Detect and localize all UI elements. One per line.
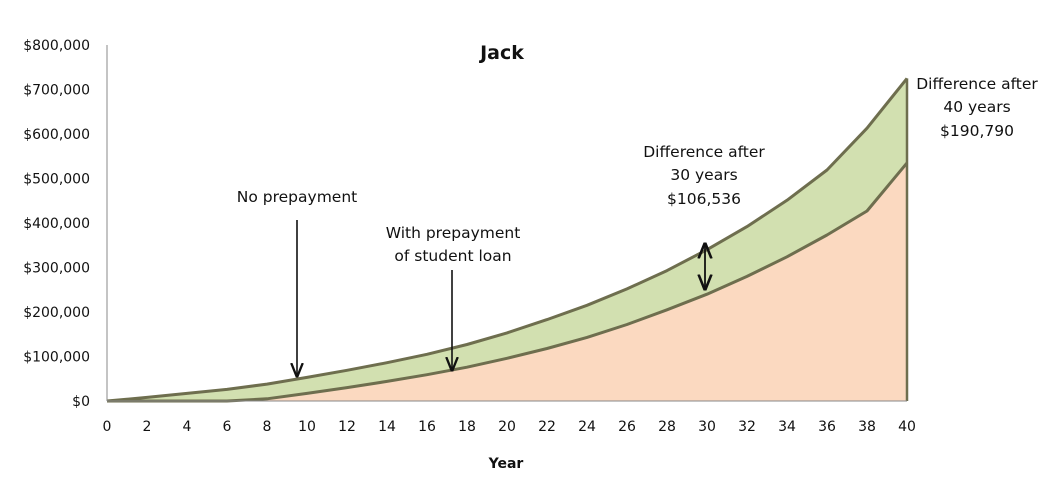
x-tick-label: 2 bbox=[143, 419, 152, 435]
chart-title: Jack bbox=[478, 42, 524, 64]
x-tick-label: 32 bbox=[738, 419, 756, 435]
y-tick-label: $300,000 bbox=[23, 261, 90, 277]
x-axis-label: Year bbox=[488, 456, 524, 472]
annotation-difference-30-years: Difference after 30 years $106,536 bbox=[643, 143, 765, 289]
x-tick-labels: 0 2 4 6 8 10 12 14 16 18 20 22 24 26 28 30 32 34 36 38 40 bbox=[103, 419, 916, 435]
annotation-diff30-line1: Difference after bbox=[643, 143, 765, 161]
x-tick-label: 12 bbox=[338, 419, 356, 435]
y-tick-label: $400,000 bbox=[23, 216, 90, 232]
plot-areas bbox=[106, 77, 909, 403]
y-tick-label: $500,000 bbox=[23, 172, 90, 188]
y-tick-labels: $0 $100,000 $200,000 $300,000 $400,000 $500,0… bbox=[23, 38, 90, 410]
x-tick-label: 26 bbox=[618, 419, 636, 435]
x-tick-label: 36 bbox=[818, 419, 836, 435]
y-tick-label: $800,000 bbox=[23, 38, 90, 54]
x-tick-label: 14 bbox=[378, 419, 396, 435]
annotation-no-prepayment-text: No prepayment bbox=[237, 188, 357, 206]
annotation-with-prepayment-line2: of student loan bbox=[394, 247, 511, 265]
y-tick-label: $0 bbox=[72, 394, 90, 410]
annotation-diff40-line1: Difference after bbox=[916, 75, 1038, 93]
annotation-no-prepayment: No prepayment bbox=[237, 188, 357, 376]
y-tick-label: $600,000 bbox=[23, 127, 90, 143]
x-tick-label: 24 bbox=[578, 419, 596, 435]
annotation-with-prepayment: With prepayment of student loan bbox=[386, 224, 521, 370]
x-tick-label: 30 bbox=[698, 419, 716, 435]
annotation-diff30-line3: $106,536 bbox=[667, 190, 741, 208]
x-tick-label: 28 bbox=[658, 419, 676, 435]
series-2-area bbox=[107, 162, 907, 401]
axes bbox=[106, 45, 907, 402]
annotation-diff40-line3: $190,790 bbox=[940, 122, 1014, 140]
y-tick-label: $200,000 bbox=[23, 305, 90, 321]
annotation-difference-40-years: Difference after 40 years $190,790 bbox=[916, 75, 1038, 140]
x-tick-label: 0 bbox=[103, 419, 112, 435]
x-tick-label: 18 bbox=[458, 419, 476, 435]
annotation-diff30-line2: 30 years bbox=[670, 166, 737, 184]
x-tick-label: 6 bbox=[223, 419, 232, 435]
y-tick-label: $100,000 bbox=[23, 350, 90, 366]
series-2-line bbox=[107, 161, 909, 403]
x-tick-label: 10 bbox=[298, 419, 316, 435]
x-tick-label: 16 bbox=[418, 419, 436, 435]
x-tick-label: 22 bbox=[538, 419, 556, 435]
annotation-diff40-line2: 40 years bbox=[943, 98, 1010, 116]
x-tick-label: 40 bbox=[898, 419, 916, 435]
x-tick-label: 4 bbox=[183, 419, 192, 435]
x-tick-label: 34 bbox=[778, 419, 796, 435]
series-1-line bbox=[106, 77, 909, 403]
annotation-with-prepayment-line1: With prepayment bbox=[386, 224, 521, 242]
x-tick-label: 8 bbox=[263, 419, 272, 435]
y-tick-label: $700,000 bbox=[23, 83, 90, 99]
x-tick-label: 20 bbox=[498, 419, 516, 435]
x-tick-label: 38 bbox=[858, 419, 876, 435]
